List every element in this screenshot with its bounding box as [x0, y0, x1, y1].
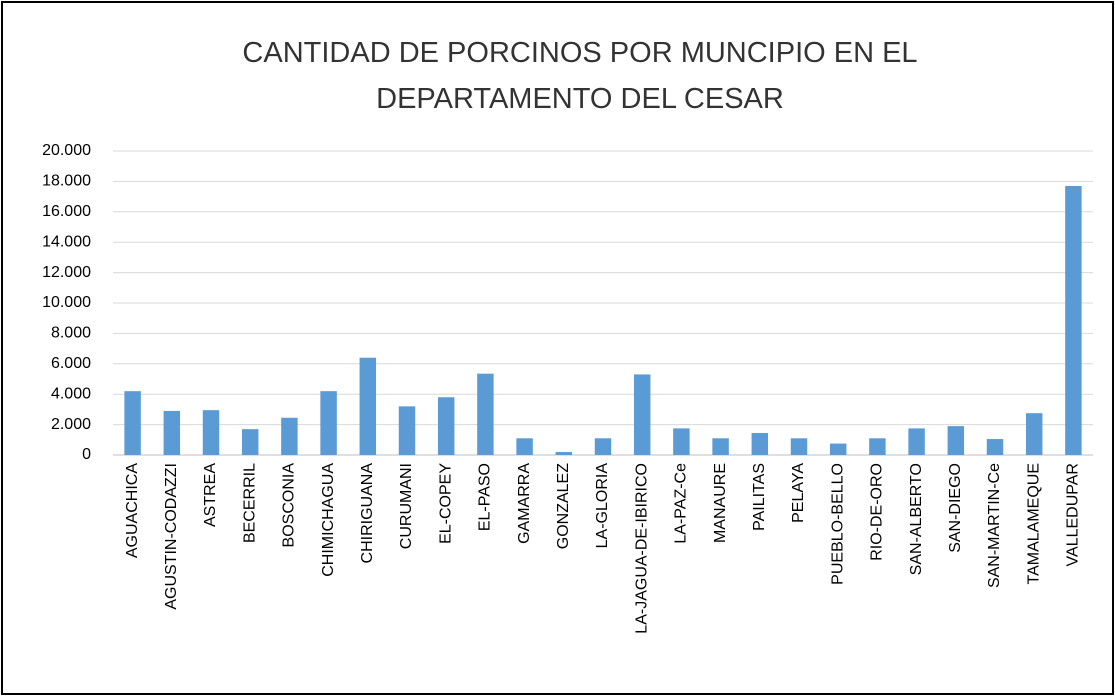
x-tick-label: PAILITAS: [751, 463, 768, 531]
bar: [359, 357, 377, 455]
x-tick-label: SAN-DIEGO: [947, 463, 964, 553]
x-tick-label: BECERRIL: [241, 463, 258, 543]
y-tick-label: 8.000: [51, 325, 91, 342]
bar: [633, 374, 651, 455]
x-tick-label: EL-PASO: [477, 463, 494, 531]
bar: [829, 443, 847, 455]
x-tick-label: EL-COPEY: [437, 463, 454, 544]
x-tick-label: LA-GLORIA: [594, 463, 611, 549]
x-tick-label: MANAURE: [712, 463, 729, 543]
y-tick-label: 10.000: [42, 294, 91, 311]
bar: [594, 438, 612, 455]
x-tick-label: SAN-MARTIN-Ce: [986, 463, 1003, 588]
bar: [241, 429, 259, 455]
x-tick-label: LA-JAGUA-DE-IBIRICO: [633, 463, 650, 634]
x-tick-label: PUEBLO-BELLO: [829, 463, 846, 585]
y-tick-label: 4.000: [51, 385, 91, 402]
x-tick-label: BOSCONIA: [281, 463, 298, 548]
y-tick-label: 20.000: [42, 142, 91, 159]
bar: [437, 397, 455, 455]
y-tick-label: 16.000: [42, 203, 91, 220]
bar: [398, 406, 416, 455]
bar: [712, 438, 729, 455]
x-tick-label: ASTREA: [202, 463, 219, 527]
bar: [516, 438, 533, 455]
bar: [202, 410, 220, 455]
x-tick-label: AGUSTIN-CODAZZI: [163, 463, 180, 610]
x-tick-label: LA-PAZ-Ce: [673, 463, 690, 544]
bar: [281, 417, 298, 455]
bar: [477, 373, 494, 455]
bar: [790, 438, 808, 455]
x-tick-label: TAMALAMEQUE: [1025, 463, 1042, 585]
x-tick-label: AGUACHICA: [124, 463, 141, 558]
bar: [751, 432, 769, 455]
x-tick-label: GONZALEZ: [555, 463, 572, 549]
bar: [947, 426, 965, 455]
bar: [163, 410, 181, 455]
y-tick-label: 6.000: [51, 355, 91, 372]
x-tick-label: SAN-ALBERTO: [908, 463, 925, 575]
y-tick-label: 0: [82, 446, 91, 463]
bar: [673, 428, 690, 455]
y-tick-label: 2.000: [51, 416, 91, 433]
chart-title: CANTIDAD DE PORCINOS POR MUNCIPIO EN EL …: [242, 37, 918, 115]
bar: [555, 451, 573, 455]
x-tick-label: CHIMICHAGUA: [320, 463, 337, 577]
x-tick-label: VALLEDUPAR: [1065, 463, 1082, 566]
y-tick-label: 14.000: [42, 233, 91, 250]
bar: [320, 391, 337, 455]
y-tick-label: 12.000: [42, 264, 91, 281]
x-tick-label: PELAYA: [790, 463, 807, 523]
bar: [908, 428, 925, 455]
bar: [124, 391, 141, 455]
x-tick-label: CURUMANI: [398, 463, 415, 549]
x-tick-label: CHIRIGUANA: [359, 463, 376, 564]
x-tick-label: RIO-DE-ORO: [869, 463, 886, 561]
bar: [986, 439, 1004, 455]
bar: [869, 438, 886, 455]
bar: [1025, 413, 1043, 455]
x-tick-label: GAMARRA: [516, 463, 533, 544]
y-tick-label: 18.000: [42, 173, 91, 190]
bar: [1065, 185, 1082, 455]
